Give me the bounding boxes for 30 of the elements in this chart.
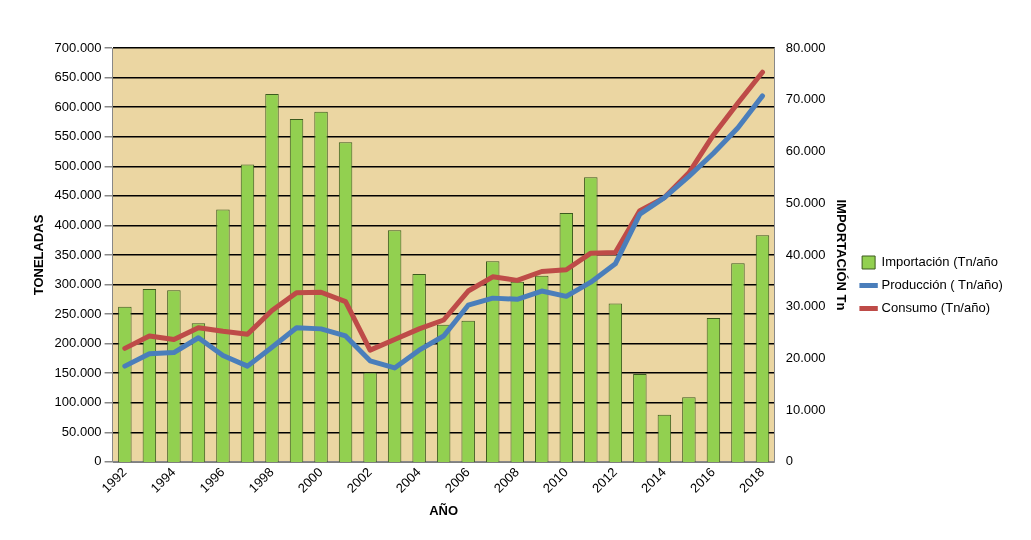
y-tick-label: 300.000 bbox=[54, 276, 102, 292]
y-tick-label: 550.000 bbox=[54, 128, 102, 144]
x-axis-title: AÑO bbox=[429, 502, 459, 518]
y2-tick-label: 40.000 bbox=[785, 246, 826, 262]
y-tick-label: 50.000 bbox=[61, 423, 102, 439]
y-tick-label: 400.000 bbox=[54, 216, 102, 232]
y2-tick-label: 60.000 bbox=[785, 143, 826, 159]
legend-label: Producción ( Tn/año) bbox=[881, 277, 1003, 293]
y-tick-label: 450.000 bbox=[54, 187, 102, 203]
y2-tick-label: 80.000 bbox=[785, 39, 826, 55]
y2-tick-label: 30.000 bbox=[785, 298, 826, 314]
y-tick-label: 0 bbox=[94, 453, 102, 469]
y-tick-label: 200.000 bbox=[54, 335, 102, 351]
y-tick-label: 500.000 bbox=[54, 157, 102, 173]
y2-axis-title: IMPORTACIÓN Tn bbox=[833, 199, 849, 311]
y-tick-label: 350.000 bbox=[54, 246, 102, 262]
y-tick-label: 250.000 bbox=[54, 305, 102, 321]
y2-tick-label: 20.000 bbox=[785, 350, 826, 366]
y2-tick-label: 0 bbox=[785, 453, 793, 469]
legend-label: Consumo (Tn/año) bbox=[881, 300, 990, 316]
y2-tick-label: 50.000 bbox=[785, 194, 826, 210]
y-tick-label: 650.000 bbox=[54, 69, 102, 85]
y2-tick-label: 70.000 bbox=[785, 91, 826, 107]
y-tick-label: 600.000 bbox=[54, 98, 102, 114]
y2-tick-label: 10.000 bbox=[785, 401, 826, 417]
legend-label: Importación (Tn/año bbox=[881, 254, 998, 270]
y-tick-label: 700.000 bbox=[54, 39, 102, 55]
y-tick-label: 150.000 bbox=[54, 364, 102, 380]
y-axis-title: TONELADAS bbox=[31, 214, 47, 296]
y-tick-label: 100.000 bbox=[54, 394, 102, 410]
